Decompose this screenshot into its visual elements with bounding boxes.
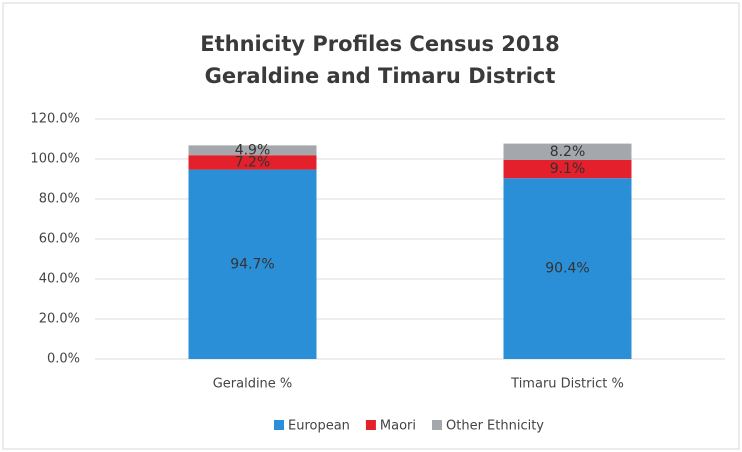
data-label: 8.2% (550, 144, 586, 160)
data-label: 9.1% (550, 161, 586, 177)
x-tick-label: Timaru District % (510, 377, 624, 392)
bar-segment (503, 178, 632, 359)
y-tick-label: 80.0% (39, 192, 80, 207)
y-tick-label: 20.0% (39, 312, 80, 327)
y-tick-label: 0.0% (47, 352, 80, 367)
bar-segment (503, 143, 632, 160)
chart-subtitle: Geraldine and Timaru District (205, 64, 556, 88)
data-label: 94.7% (230, 256, 274, 272)
legend-label: Maori (380, 419, 416, 434)
bar-segment (188, 155, 317, 170)
y-tick-label: 120.0% (30, 112, 80, 127)
data-label: 4.9% (235, 142, 271, 158)
y-tick-label: 40.0% (39, 272, 80, 287)
legend-label: European (288, 419, 350, 434)
bar-segment (503, 160, 632, 179)
legend-label: Other Ethnicity (446, 419, 544, 434)
x-tick-label: Geraldine % (213, 377, 293, 392)
bar-segment (188, 169, 317, 359)
legend-swatch (365, 420, 376, 430)
bar-segment (188, 145, 317, 156)
y-tick-label: 100.0% (30, 152, 80, 167)
legend-swatch (432, 420, 443, 430)
chart-title: Ethnicity Profiles Census 2018 (200, 32, 559, 56)
data-label: 90.4% (545, 261, 589, 277)
data-label: 7.2% (235, 154, 271, 170)
legend-swatch (273, 420, 284, 430)
y-tick-label: 60.0% (39, 232, 80, 247)
